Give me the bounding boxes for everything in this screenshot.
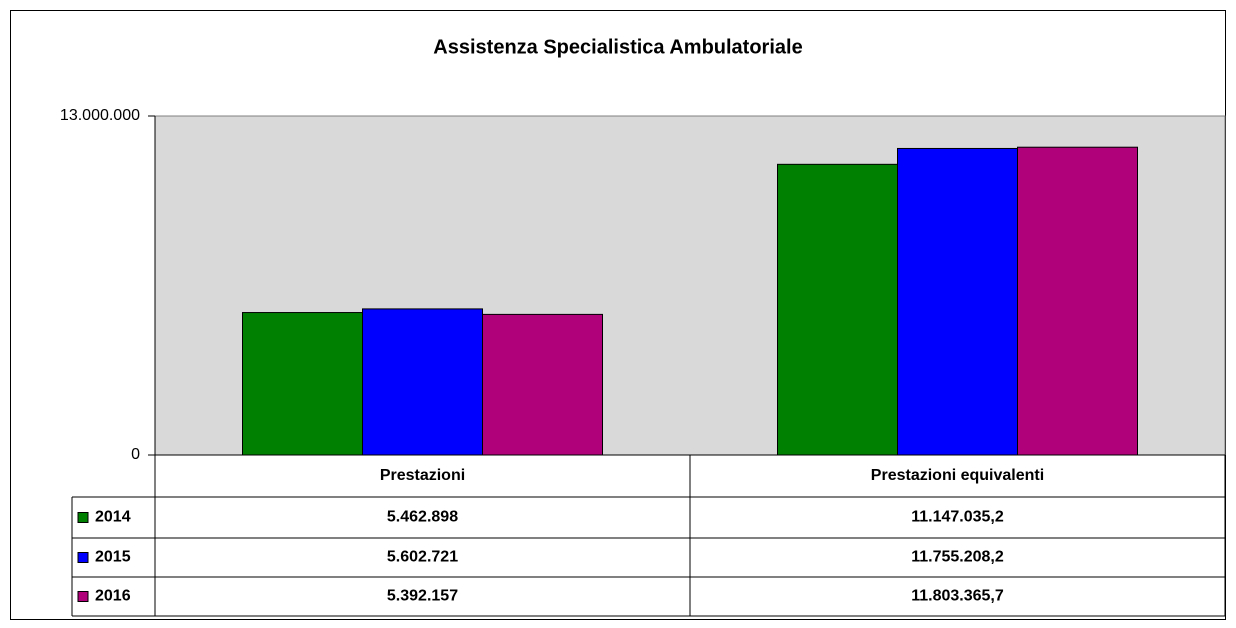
data-label: 11.803.365,7	[911, 588, 1004, 605]
data-label: 5.602.721	[387, 549, 458, 566]
bar	[897, 147, 1018, 456]
y-tick-label: 13.000.000	[60, 107, 140, 124]
legend-label: 2016	[95, 588, 131, 605]
bar	[777, 163, 898, 456]
bar	[482, 313, 603, 456]
data-label: 5.392.157	[387, 588, 458, 605]
chart-title: Assistenza Specialistica Ambulatoriale	[433, 36, 802, 58]
bar	[1017, 146, 1138, 456]
data-label: 5.462.898	[387, 509, 458, 526]
data-label: 11.755.208,2	[911, 549, 1004, 566]
legend-key	[77, 591, 89, 602]
category-label: Prestazioni equivalenti	[871, 467, 1044, 484]
legend-label: 2014	[95, 509, 131, 526]
data-label: 11.147.035,2	[911, 509, 1004, 526]
legend-key	[77, 512, 89, 523]
category-label: Prestazioni	[380, 467, 465, 484]
legend-key	[77, 552, 89, 563]
legend-label: 2015	[95, 549, 131, 566]
bar	[362, 308, 483, 456]
y-tick-label: 0	[131, 446, 140, 463]
bar	[242, 312, 363, 456]
